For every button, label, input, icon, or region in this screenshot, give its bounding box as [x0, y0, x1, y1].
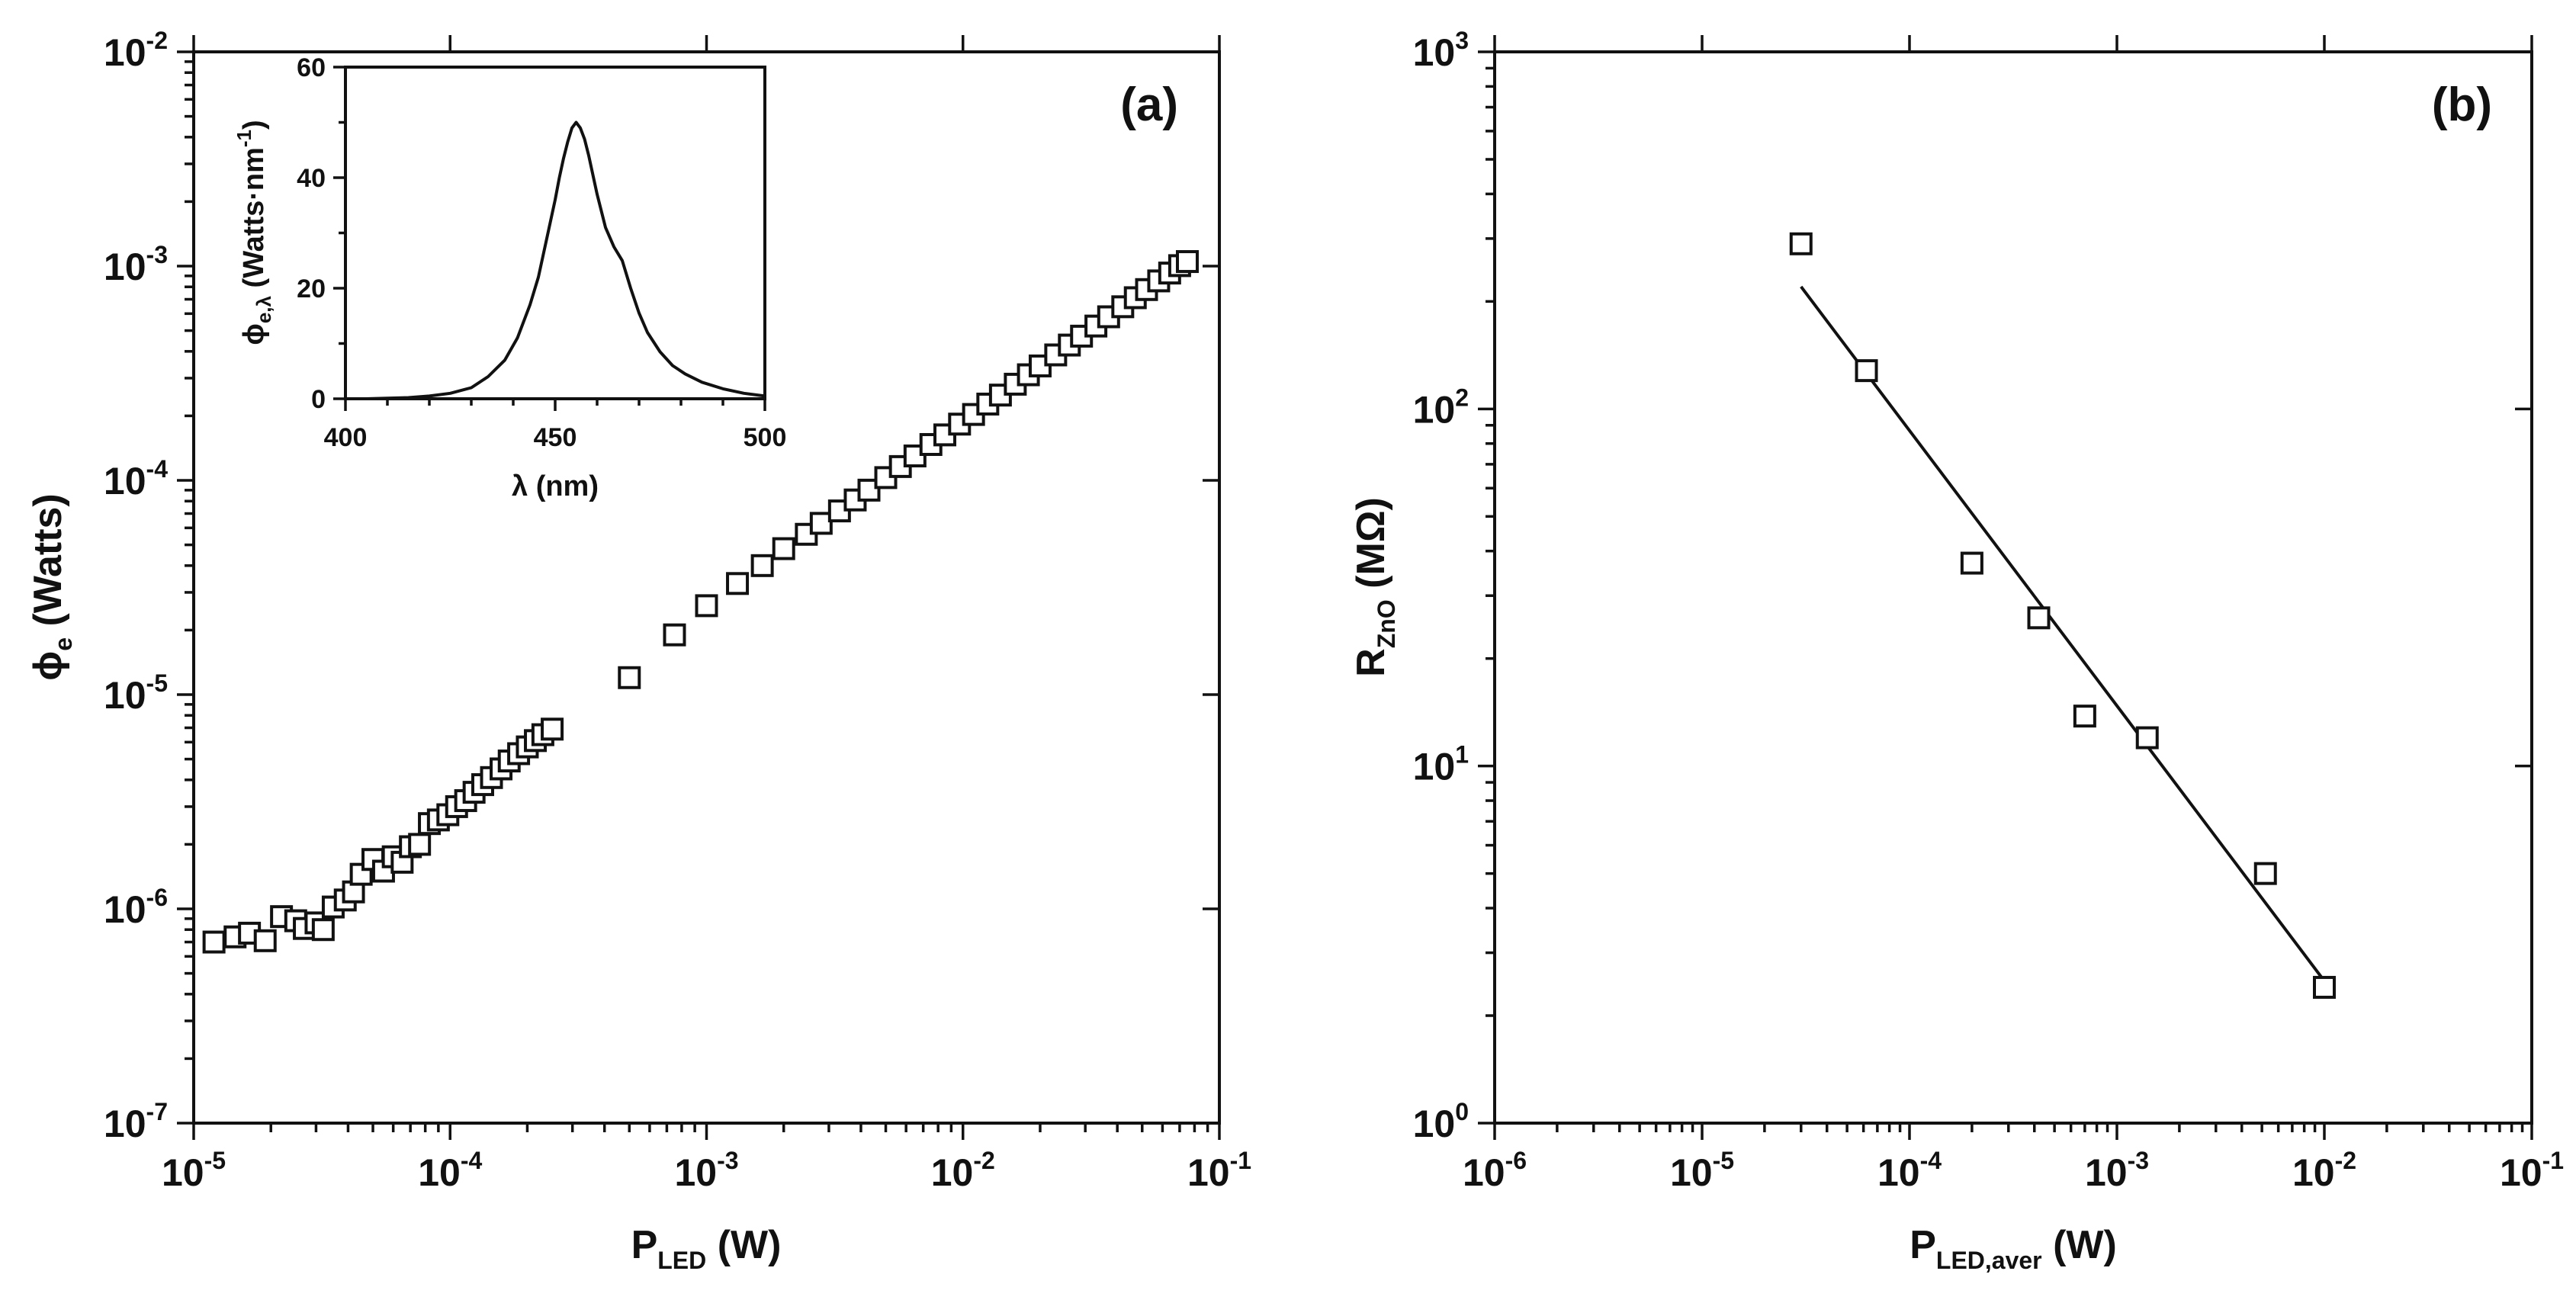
panel-b-data-point	[2027, 606, 2051, 630]
inset-x-tick-label: 400	[324, 423, 368, 452]
panel-b-data-point	[1960, 551, 1983, 575]
panel-b-plot-frame	[1493, 50, 2533, 1125]
panel-a-data-series	[202, 250, 1199, 954]
panel-a-data-point	[726, 572, 750, 595]
panel-b-chart: 10-6 10-5 10-4 10-3 10-2 10-1 100 101 102 103 (b)…	[1349, 27, 2564, 1274]
panel-b-data-point	[2135, 726, 2159, 750]
inset-spectrum-curve	[345, 120, 766, 400]
panel-a-data-point	[809, 512, 833, 535]
panel-a-y-tick-label: 10-6	[104, 884, 168, 931]
panel-a-data-point	[857, 478, 881, 502]
panel-a-x-tick-label: 10-3	[674, 1147, 738, 1194]
panel-a-ticks: 10-5 10-4 10-3 10-2 10-1 10-7 10-6 10-5 10-4 10-3…	[104, 27, 1251, 1194]
panel-b-y-tick-label: 101	[1413, 741, 1469, 788]
inset-y-axis-title: ϕe,λ (Watts·nm-1)	[233, 120, 275, 345]
panel-a-data-point	[750, 554, 774, 577]
panel-a-data-point	[695, 594, 718, 618]
panel-b-data-point	[2253, 862, 2277, 885]
panel-b-data-point	[1855, 359, 1878, 383]
inset-y-tick-label: 40	[297, 164, 326, 193]
panel-b-y-axis-title: RZnO (MΩ)	[1349, 497, 1400, 677]
inset-data-series	[345, 120, 766, 400]
panel-b-x-tick-label: 10-1	[2500, 1147, 2564, 1194]
panel-b-ticks: 10-6 10-5 10-4 10-3 10-2 10-1 100 101 102 103	[1413, 27, 2564, 1194]
panel-b-y-tick-label: 102	[1413, 384, 1469, 431]
panel-a-data-point	[618, 666, 641, 689]
panel-a-x-tick-label: 10-4	[418, 1147, 482, 1194]
panel-b-label: (b)	[2432, 79, 2492, 131]
panel-a-y-tick-label: 10-5	[104, 669, 168, 717]
panel-b-data-point	[2073, 705, 2096, 728]
panel-a-x-tick-label: 10-1	[1187, 1147, 1251, 1194]
panel-b-fit-line	[1800, 285, 2326, 982]
panel-a-data-point	[253, 929, 277, 952]
inset-ticks: 400 450 500 0 20 40 60	[297, 53, 786, 452]
panel-a-y-tick-label: 10-2	[104, 27, 168, 74]
panel-b-data-series	[1789, 232, 2336, 999]
inset-y-tick-label: 60	[297, 53, 326, 82]
panel-a-data-point	[541, 717, 564, 741]
panel-b-x-tick-label: 10-4	[1877, 1147, 1942, 1194]
panel-a-x-tick-label: 10-5	[162, 1147, 226, 1194]
panel-b-data-point	[2313, 975, 2336, 999]
panel-b-x-tick-label: 10-2	[2292, 1147, 2356, 1194]
panel-a-y-tick-label: 10-7	[104, 1098, 168, 1145]
panel-a-x-tick-label: 10-2	[931, 1147, 995, 1194]
panel-b-x-tick-label: 10-3	[2085, 1147, 2149, 1194]
panel-a-inset-chart: 400 450 500 0 20 40 60 λ (nm) ϕe,λ (Watts·nm-1…	[233, 53, 786, 502]
inset-y-tick-label: 20	[297, 274, 326, 303]
inset-y-tick-label: 0	[311, 385, 326, 414]
panel-b-fit-line-segment	[1800, 285, 2326, 982]
panel-b-y-tick-label: 100	[1413, 1098, 1469, 1145]
panel-b-y-tick-label: 103	[1413, 27, 1469, 74]
inset-x-tick-label: 450	[534, 423, 577, 452]
inset-x-tick-label: 500	[744, 423, 787, 452]
panel-b-data-point	[1789, 232, 1813, 255]
panel-a-label: (a)	[1120, 79, 1178, 131]
panel-a-data-point	[202, 930, 226, 954]
panel-a-y-tick-label: 10-4	[104, 455, 168, 502]
panel-b-x-tick-label: 10-6	[1463, 1147, 1527, 1194]
panel-a-chart: 10-5 10-4 10-3 10-2 10-1 10-7 10-6 10-5 10-4 10-3…	[26, 27, 1251, 1274]
panel-b-x-axis-title: PLED,aver (W)	[1910, 1223, 2117, 1274]
panel-b-x-tick-label: 10-5	[1670, 1147, 1734, 1194]
panel-a-data-point	[1175, 250, 1199, 274]
panel-a-x-axis-title: PLED (W)	[631, 1223, 782, 1274]
panel-a-data-point	[311, 918, 335, 942]
panel-a-y-tick-label: 10-3	[104, 241, 168, 288]
inset-x-axis-title: λ (nm)	[512, 470, 599, 502]
panel-a-data-point	[408, 833, 432, 856]
panel-a-data-point	[663, 623, 686, 647]
panel-a-data-point	[772, 537, 795, 560]
panel-a-y-axis-title: ϕe (Watts)	[26, 493, 77, 680]
